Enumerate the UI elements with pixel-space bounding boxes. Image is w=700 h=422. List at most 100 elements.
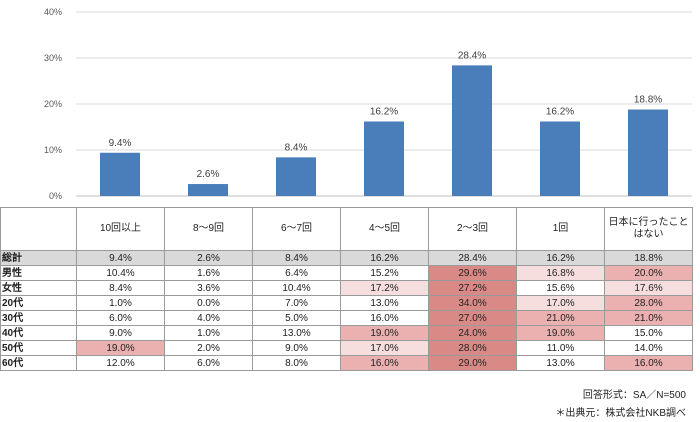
table-cell: 6.0% <box>76 310 165 326</box>
column-header: 日本に行ったことはない <box>604 207 693 251</box>
table-cell: 10.4% <box>76 265 165 281</box>
table-cell: 3.6% <box>164 280 253 296</box>
table-cell: 17.0% <box>340 340 429 356</box>
table-cell: 11.0% <box>516 340 605 356</box>
table-cell: 6.4% <box>252 265 341 281</box>
table-cell: 16.0% <box>604 355 693 371</box>
table-cell: 20.0% <box>604 265 693 281</box>
table-row: 20代 1.0% 0.0% 7.0% 13.0% 34.0% 17.0% 28.0% <box>0 295 693 311</box>
column-header: 1回 <box>516 207 605 251</box>
table-cell: 2.6% <box>164 250 253 266</box>
table-cell: 29.0% <box>428 355 517 371</box>
data-label: 2.6% <box>197 169 220 180</box>
table-cell: 13.0% <box>340 295 429 311</box>
table-cell: 27.2% <box>428 280 517 296</box>
table-cell: 34.0% <box>428 295 517 311</box>
y-tick-label: 40% <box>44 7 62 17</box>
table-cell: 16.8% <box>516 265 605 281</box>
table-cell: 9.4% <box>76 250 165 266</box>
table-cell: 7.0% <box>252 295 341 311</box>
row-label: 男性 <box>0 265 77 281</box>
table-cell: 15.0% <box>604 325 693 341</box>
table-row: 60代 12.0% 6.0% 8.0% 16.0% 29.0% 13.0% 16.0% <box>0 355 693 371</box>
table-cell: 28.0% <box>604 295 693 311</box>
bar <box>364 121 404 196</box>
bar <box>188 184 228 196</box>
crosstab-table: 10回以上 8～9回 6～7回 4～5回 2～3回 1回 日本に行ったことはない 総計 9.4… <box>0 207 693 371</box>
table-cell: 28.4% <box>428 250 517 266</box>
table-cell: 1.0% <box>164 325 253 341</box>
table-row: 50代 19.0% 2.0% 9.0% 17.0% 28.0% 11.0% 14.0% <box>0 340 693 356</box>
table-cell: 17.2% <box>340 280 429 296</box>
table-cell: 18.8% <box>604 250 693 266</box>
row-label: 30代 <box>0 310 77 326</box>
y-tick-label: 10% <box>44 145 62 155</box>
response-format-note: 回答形式：SA／N=500 <box>582 390 686 401</box>
table-cell: 1.0% <box>76 295 165 311</box>
table-cell: 19.0% <box>340 325 429 341</box>
table-cell: 16.2% <box>516 250 605 266</box>
table-cell: 28.0% <box>428 340 517 356</box>
bar <box>276 157 316 196</box>
column-header: 10回以上 <box>76 207 165 251</box>
table-cell: 13.0% <box>516 355 605 371</box>
y-tick-label: 20% <box>44 99 62 109</box>
column-header: 6～7回 <box>252 207 341 251</box>
table-cell: 15.2% <box>340 265 429 281</box>
table-cell: 17.6% <box>604 280 693 296</box>
table-cell: 8.0% <box>252 355 341 371</box>
table-cell: 12.0% <box>76 355 165 371</box>
table-cell: 5.0% <box>252 310 341 326</box>
column-header: 8～9回 <box>164 207 253 251</box>
table-cell: 10.4% <box>252 280 341 296</box>
table-header-row: 10回以上 8～9回 6～7回 4～5回 2～3回 1回 日本に行ったことはない <box>0 207 693 251</box>
data-label: 28.4% <box>458 50 486 61</box>
bar-chart: 0% 10% 20% 30% 40% 9.4% 2.6% 8.4% 16.2% 28.4% 16.2… <box>44 7 692 201</box>
table-cell: 13.0% <box>252 325 341 341</box>
y-tick-label: 30% <box>44 53 62 63</box>
table-cell: 29.6% <box>428 265 517 281</box>
table-cell: 16.0% <box>340 310 429 326</box>
table-cell: 1.6% <box>164 265 253 281</box>
bar <box>628 109 668 196</box>
table-cell: 6.0% <box>164 355 253 371</box>
table-cell: 16.2% <box>340 250 429 266</box>
bar <box>100 152 140 196</box>
table-cell: 0.0% <box>164 295 253 311</box>
y-tick-label: 0% <box>49 191 62 201</box>
table-row: 40代 9.0% 1.0% 13.0% 19.0% 24.0% 19.0% 15.0% <box>0 325 693 341</box>
table-cell: 21.0% <box>516 310 605 326</box>
data-label: 16.2% <box>546 106 574 117</box>
table-cell: 16.0% <box>340 355 429 371</box>
table-row: 30代 6.0% 4.0% 5.0% 16.0% 27.0% 21.0% 21.0% <box>0 310 693 326</box>
total-row: 総計 9.4% 2.6% 8.4% 16.2% 28.4% 16.2% 18.8% <box>0 250 693 266</box>
table-cell: 14.0% <box>604 340 693 356</box>
source-note: ＊出典元：株式会社NKB調べ <box>555 408 686 419</box>
data-label: 18.8% <box>634 95 662 106</box>
table-cell: 27.0% <box>428 310 517 326</box>
table-cell: 19.0% <box>516 325 605 341</box>
table-cell: 8.4% <box>252 250 341 266</box>
table-row: 女性 8.4% 3.6% 10.4% 17.2% 27.2% 15.6% 17.6% <box>0 280 693 296</box>
data-label: 16.2% <box>370 106 398 117</box>
column-header: 4～5回 <box>340 207 429 251</box>
row-label: 女性 <box>0 280 77 296</box>
row-label: 50代 <box>0 340 77 356</box>
row-label: 60代 <box>0 355 77 371</box>
table-cell: 15.6% <box>516 280 605 296</box>
bar <box>540 121 580 196</box>
table-row: 男性 10.4% 1.6% 6.4% 15.2% 29.6% 16.8% 20.0% <box>0 265 693 281</box>
table-cell: 19.0% <box>76 340 165 356</box>
column-header: 2～3回 <box>428 207 517 251</box>
table-cell: 4.0% <box>164 310 253 326</box>
table-cell: 8.4% <box>76 280 165 296</box>
table-cell: 17.0% <box>516 295 605 311</box>
table-cell: 24.0% <box>428 325 517 341</box>
table-header-corner <box>0 207 77 251</box>
table-cell: 9.0% <box>76 325 165 341</box>
row-label: 総計 <box>0 250 77 266</box>
data-label: 9.4% <box>109 138 132 149</box>
row-label: 20代 <box>0 295 77 311</box>
bar <box>452 65 492 196</box>
table-cell: 21.0% <box>604 310 693 326</box>
